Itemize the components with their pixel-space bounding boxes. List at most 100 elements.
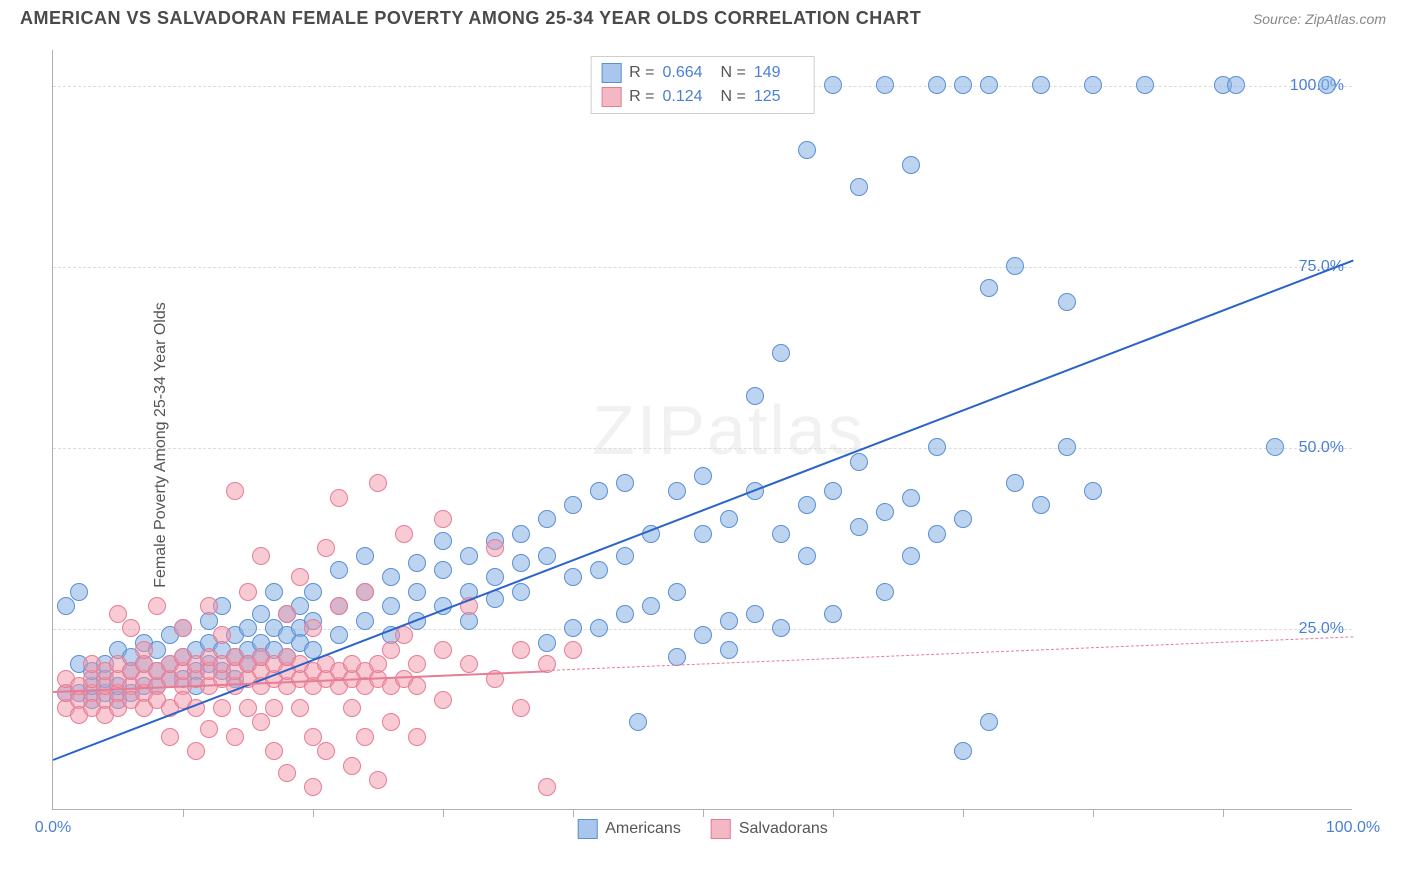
x-tick (573, 809, 574, 817)
data-point (434, 561, 452, 579)
data-point (252, 713, 270, 731)
data-point (200, 720, 218, 738)
data-point (161, 728, 179, 746)
data-point (694, 525, 712, 543)
data-point (772, 344, 790, 362)
data-point (278, 605, 296, 623)
data-point (369, 771, 387, 789)
data-point (239, 583, 257, 601)
x-tick (833, 809, 834, 817)
data-point (980, 76, 998, 94)
data-point (343, 699, 361, 717)
data-point (824, 76, 842, 94)
data-point (1266, 438, 1284, 456)
data-point (200, 597, 218, 615)
watermark: ZIPatlas (592, 390, 865, 470)
data-point (239, 619, 257, 637)
x-tick-label: 0.0% (35, 819, 71, 837)
x-tick (703, 809, 704, 817)
data-point (356, 612, 374, 630)
data-point (356, 547, 374, 565)
data-point (265, 583, 283, 601)
data-point (109, 605, 127, 623)
data-point (668, 583, 686, 601)
data-point (798, 547, 816, 565)
data-point (720, 612, 738, 630)
data-point (1032, 76, 1050, 94)
data-point (928, 438, 946, 456)
chart-header: AMERICAN VS SALVADORAN FEMALE POVERTY AM… (0, 0, 1406, 33)
data-point (1058, 293, 1076, 311)
data-point (213, 699, 231, 717)
x-tick (1093, 809, 1094, 817)
data-point (564, 568, 582, 586)
data-point (486, 539, 504, 557)
x-tick (183, 809, 184, 817)
data-point (1084, 482, 1102, 500)
data-point (616, 605, 634, 623)
data-point (252, 605, 270, 623)
data-point (1058, 438, 1076, 456)
legend-r-value: 0.664 (663, 64, 713, 82)
data-point (746, 605, 764, 623)
data-point (1032, 496, 1050, 514)
legend-swatch (601, 87, 621, 107)
data-point (512, 583, 530, 601)
data-point (902, 547, 920, 565)
data-point (369, 655, 387, 673)
data-point (278, 764, 296, 782)
data-point (343, 757, 361, 775)
data-point (642, 597, 660, 615)
data-point (1136, 76, 1154, 94)
legend-n-value: 125 (754, 88, 804, 106)
chart-title: AMERICAN VS SALVADORAN FEMALE POVERTY AM… (20, 8, 921, 29)
legend-r-value: 0.124 (663, 88, 713, 106)
data-point (408, 655, 426, 673)
data-point (954, 76, 972, 94)
data-point (1006, 474, 1024, 492)
data-point (1084, 76, 1102, 94)
data-point (928, 525, 946, 543)
data-point (590, 482, 608, 500)
chart-source: Source: ZipAtlas.com (1253, 11, 1386, 27)
data-point (330, 626, 348, 644)
legend-r-label: R = (629, 88, 654, 106)
data-point (434, 510, 452, 528)
data-point (408, 554, 426, 572)
gridline (53, 267, 1352, 268)
data-point (226, 482, 244, 500)
legend-n-value: 149 (754, 64, 804, 82)
data-point (538, 510, 556, 528)
legend-series-label: Americans (605, 820, 681, 838)
data-point (564, 496, 582, 514)
data-point (538, 547, 556, 565)
trend-line (53, 260, 1354, 761)
data-point (408, 728, 426, 746)
data-point (616, 547, 634, 565)
y-tick-label: 50.0% (1299, 439, 1344, 457)
data-point (798, 496, 816, 514)
data-point (330, 597, 348, 615)
data-point (148, 597, 166, 615)
data-point (512, 641, 530, 659)
data-point (265, 699, 283, 717)
data-point (590, 561, 608, 579)
data-point (408, 677, 426, 695)
data-point (213, 626, 231, 644)
y-tick-label: 25.0% (1299, 620, 1344, 638)
data-point (460, 655, 478, 673)
data-point (850, 518, 868, 536)
data-point (317, 742, 335, 760)
data-point (382, 713, 400, 731)
data-point (304, 778, 322, 796)
data-point (512, 699, 530, 717)
data-point (369, 474, 387, 492)
data-point (265, 742, 283, 760)
data-point (1006, 257, 1024, 275)
data-point (395, 626, 413, 644)
legend-swatch (601, 63, 621, 83)
data-point (317, 539, 335, 557)
data-point (174, 619, 192, 637)
data-point (954, 742, 972, 760)
x-tick (1223, 809, 1224, 817)
